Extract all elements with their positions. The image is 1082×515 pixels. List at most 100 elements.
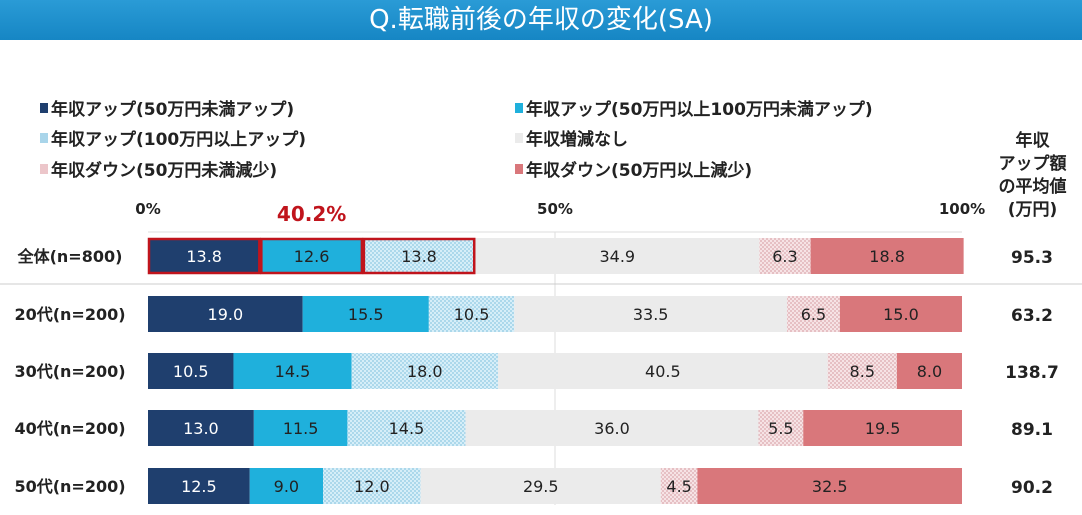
bar-segment: [896, 353, 962, 389]
annotation-total-up: 40.2%: [277, 202, 346, 226]
data-label: 6.3: [772, 247, 797, 266]
data-label: 12.6: [294, 247, 330, 266]
legend-swatch: [40, 163, 48, 174]
bar-segment: [323, 468, 421, 504]
legend-swatch: [515, 132, 523, 143]
bar-segment: [786, 296, 840, 332]
data-label: 8.5: [850, 362, 875, 381]
chart-title: Q.転職前後の年収の変化(SA): [0, 0, 1082, 40]
data-label: 18.8: [869, 247, 905, 266]
bar-segment: [514, 296, 787, 332]
data-label: 19.5: [865, 419, 901, 438]
bar-segment: [465, 410, 759, 446]
legend-item: 年収アップ(100万円以上アップ): [40, 125, 306, 150]
data-label: 13.0: [183, 419, 219, 438]
avg-header-line: (万円): [1007, 200, 1058, 220]
legend-label: 年収アップ(100万円以上アップ): [51, 130, 307, 150]
legend-label: 年収増減なし: [526, 130, 628, 150]
data-label: 15.5: [348, 305, 384, 324]
data-label: 9.0: [274, 477, 299, 496]
bar-segment: [498, 353, 828, 389]
bar-segment: [233, 353, 352, 389]
data-label: 13.8: [401, 247, 437, 266]
avg-column-header: 年収 アップ額 の平均値 (万円): [985, 130, 1080, 222]
legend-item: 年収ダウン(50万円以上減少): [515, 156, 752, 181]
data-label: 10.5: [173, 362, 209, 381]
bar-segment: [260, 238, 363, 274]
bar-segment: [697, 468, 962, 504]
bar-segment: [660, 468, 698, 504]
data-label: 34.9: [599, 247, 635, 266]
bar-segment: [827, 353, 897, 389]
category-label: 40代(n=200): [14, 419, 125, 438]
bar-segment: [758, 410, 804, 446]
bar-segment: [148, 296, 303, 332]
data-label: 10.5: [454, 305, 490, 324]
legend-label: 年収ダウン(50万円以上減少): [526, 161, 753, 181]
data-label: 11.5: [283, 419, 319, 438]
data-label: 12.0: [354, 477, 390, 496]
legend-label: 年収ダウン(50万円未満減少): [51, 161, 278, 181]
bar-segment: [839, 296, 962, 332]
bar-segment: [759, 238, 811, 274]
category-label: 30代(n=200): [14, 362, 125, 381]
data-label: 5.5: [768, 419, 793, 438]
avg-value: 95.3: [1011, 248, 1053, 268]
bar-segment: [253, 410, 348, 446]
legend-label: 年収アップ(50万円未満アップ): [51, 100, 295, 120]
x-tick-label: 100%: [939, 200, 985, 218]
data-label: 8.0: [917, 362, 942, 381]
data-label: 18.0: [407, 362, 443, 381]
avg-value: 89.1: [1011, 420, 1053, 440]
bar-segment: [803, 410, 962, 446]
highlight-box: [147, 237, 261, 275]
bar-segment: [420, 468, 661, 504]
avg-header-line: 年収: [1015, 131, 1050, 151]
legend-item: 年収ダウン(50万円未満減少): [40, 156, 277, 181]
bar-segment: [810, 238, 964, 274]
data-label: 33.5: [633, 305, 669, 324]
bar-segment: [148, 353, 234, 389]
data-label: 14.5: [389, 419, 425, 438]
data-label: 12.5: [181, 477, 217, 496]
bar-segment: [362, 238, 476, 274]
data-label: 14.5: [275, 362, 311, 381]
legend-label: 年収アップ(50万円以上100万円未満アップ): [526, 100, 873, 120]
bar-segment: [148, 238, 261, 274]
data-label: 6.5: [801, 305, 826, 324]
bar-segment: [351, 353, 499, 389]
x-tick-label: 50%: [537, 200, 573, 218]
bar-segment: [347, 410, 466, 446]
bar-segment: [475, 238, 760, 274]
data-label: 13.8: [186, 247, 222, 266]
bar-segment: [302, 296, 429, 332]
data-label: 15.0: [883, 305, 919, 324]
x-tick-label: 0%: [135, 200, 160, 218]
category-label: 20代(n=200): [14, 305, 125, 324]
data-label: 40.5: [645, 362, 681, 381]
category-label: 全体(n=800): [17, 247, 123, 266]
legend-swatch: [40, 102, 48, 113]
legend-item: 年収アップ(50万円未満アップ): [40, 95, 294, 120]
avg-value: 63.2: [1011, 306, 1053, 326]
data-label: 19.0: [208, 305, 244, 324]
data-label: 32.5: [812, 477, 848, 496]
bar-segment: [249, 468, 324, 504]
bar-segment: [428, 296, 515, 332]
avg-value: 90.2: [1011, 478, 1053, 498]
legend-swatch: [515, 163, 523, 174]
data-label: 29.5: [523, 477, 559, 496]
data-label: 4.5: [666, 477, 691, 496]
bar-segment: [148, 468, 250, 504]
bar-segment: [148, 410, 254, 446]
avg-header-line: の平均値: [998, 177, 1067, 197]
category-label: 50代(n=200): [14, 477, 125, 496]
legend-swatch: [515, 102, 523, 113]
legend-item: 年収アップ(50万円以上100万円未満アップ): [515, 95, 873, 120]
data-label: 36.0: [594, 419, 630, 438]
legend-item: 年収増減なし: [515, 125, 628, 150]
legend-swatch: [40, 132, 48, 143]
avg-header-line: アップ額: [998, 154, 1067, 174]
highlight-box: [362, 237, 476, 275]
